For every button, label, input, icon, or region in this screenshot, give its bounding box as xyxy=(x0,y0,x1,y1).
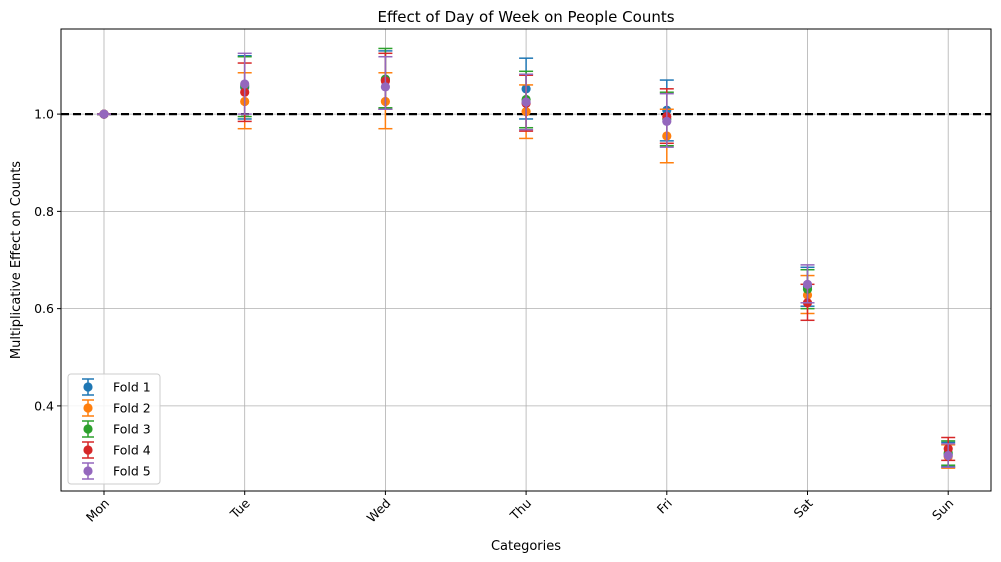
legend-marker xyxy=(83,403,93,413)
data-point xyxy=(521,97,531,107)
legend-marker xyxy=(83,382,93,392)
data-point xyxy=(380,82,390,92)
x-tick-label: Sun xyxy=(929,496,956,523)
legend-box xyxy=(67,373,161,485)
x-tick-label: Fri xyxy=(654,496,675,517)
y-tick-label: 0.6 xyxy=(34,301,54,316)
legend-marker xyxy=(83,424,93,434)
x-tick-label: Wed xyxy=(364,496,394,526)
data-point xyxy=(99,109,109,119)
data-point xyxy=(240,79,250,89)
y-tick-label: 0.4 xyxy=(34,398,54,413)
data-point xyxy=(943,450,953,461)
x-tick-label: Mon xyxy=(83,496,112,525)
data-point xyxy=(802,279,813,289)
chart-title: Effect of Day of Week on People Counts xyxy=(377,8,674,26)
x-axis-label: Categories xyxy=(491,539,561,554)
data-point xyxy=(662,116,672,126)
legend-label: Fold 3 xyxy=(113,422,151,437)
legend-marker xyxy=(83,466,93,476)
plot-area: 0.4 0.6 0.8 1.0 Mon Tue Wed Thu Fri Sat Sun Fold 1 F… xyxy=(34,28,992,526)
y-tick-label: 1.0 xyxy=(34,107,54,122)
legend-marker xyxy=(83,445,93,455)
x-tick-label: Sat xyxy=(791,495,816,520)
legend-label: Fold 1 xyxy=(113,380,151,395)
legend-label: Fold 5 xyxy=(113,464,151,479)
x-tick-label: Tue xyxy=(226,495,253,522)
legend-label: Fold 2 xyxy=(113,401,151,416)
x-tick-label: Thu xyxy=(506,496,534,524)
y-axis-label: Multiplicative Effect on Counts xyxy=(9,161,24,359)
legend-label: Fold 4 xyxy=(113,443,151,458)
y-tick-label: 0.8 xyxy=(34,204,54,219)
